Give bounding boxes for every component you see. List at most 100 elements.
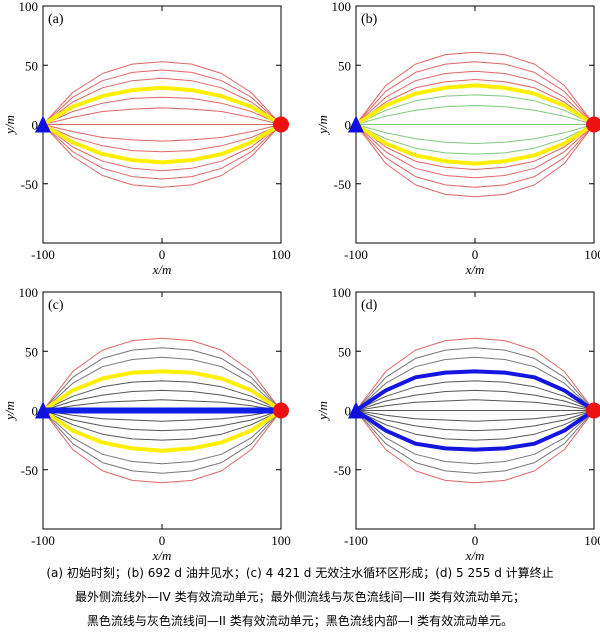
x-tick-label: 100 [584,247,600,262]
x-tick-label: 0 [472,247,479,262]
y-tick-label: -50 [334,463,351,478]
y-tick-label: 100 [332,0,352,14]
panel-a: -50 0 50 100 -100 0 100 x/m y/m (a) [2,0,291,277]
streamline-inner [43,96,281,125]
production-well-marker [586,116,600,133]
caption-line-2: 最外侧流线外—IV 类有效流动单元；最外侧流线与灰色流线间—III 类有效流动单… [75,590,525,604]
streamline-inner [356,124,594,155]
streamline-outer [43,124,281,188]
streamline-inner [43,389,281,411]
streamline-outer [43,61,281,125]
streamline-inner [43,399,281,411]
y-tick-label: 0 [32,404,39,419]
y-tick-label: 100 [332,285,352,300]
x-axis-label: x/m [465,262,485,277]
streamlines [43,61,281,188]
streamline-highlight [43,122,281,165]
caption-line-1: (a) 初始时刻；(b) 692 d 油井见水；(c) 4 421 d 无效注水… [46,566,554,580]
figure-caption: (a) 初始时刻；(b) 692 d 油井见水；(c) 4 421 d 无效注水… [0,560,600,636]
streamlines [43,337,281,484]
y-tick-label: 50 [25,58,38,73]
panel-label: (d) [361,298,378,313]
x-axis-label: x/m [152,548,172,560]
streamline-inner [43,380,281,411]
x-tick-label: -100 [31,247,55,262]
streamline-outer [43,356,281,411]
streamline-inner [356,410,594,432]
production-well-marker [273,116,289,133]
streamline-outer [43,410,281,484]
streamline-inner [356,380,594,411]
production-well-marker [273,402,289,419]
y-axis-label: y/m [315,115,330,136]
injection-well-marker [35,401,51,419]
streamline-inner [356,399,594,411]
injection-well-marker [35,115,51,133]
streamline-outer [43,347,281,411]
caption-line-3: 黑色流线与灰色流线间—II 类有效流动单元；黑色流线内部—I 类有效流动单元。 [86,614,514,628]
streamline-outer [356,410,594,484]
panel-label: (b) [361,12,378,27]
streamline-inner [43,107,281,125]
panel-c: -50 0 50 100 -100 0 100 x/m y/m (c) [2,285,291,563]
y-tick-label: 50 [338,344,351,359]
streamline-inner [356,105,594,125]
streamline-inner [356,410,594,422]
y-tick-label: -50 [21,177,38,192]
streamline-inner [43,410,281,441]
streamline-outer [356,356,594,411]
y-tick-label: 0 [345,404,352,419]
y-tick-label: 0 [345,118,352,133]
x-tick-label: -100 [344,533,368,548]
streamline-outer [356,124,594,179]
y-tick-label: 50 [338,58,351,73]
streamline-highlight [43,369,281,413]
y-tick-label: -50 [21,463,38,478]
streamline-figure-svg: -50 0 50 100 -100 0 100 x/m y/m (a) -50 0 50 100 -100 0… [2,0,600,563]
streamline-outer [356,79,594,125]
x-tick-label: 100 [584,533,600,548]
injection-well-marker [348,115,364,133]
streamline-highlight [356,408,594,452]
x-tick-label: 0 [159,533,166,548]
y-axis-label: y/m [2,115,17,136]
y-tick-label: -50 [334,177,351,192]
streamline-inner [356,124,594,144]
panel-label: (a) [48,12,64,27]
y-axis-label: y/m [315,401,330,422]
y-tick-label: 0 [32,118,39,133]
production-well-marker [586,402,600,419]
panel-label: (c) [48,298,64,313]
streamline-highlight [43,85,281,127]
streamline-outer [43,124,281,172]
streamline-inner [356,389,594,411]
streamline-outer [43,77,281,125]
streamline-outer [43,124,281,180]
y-tick-label: 50 [25,344,38,359]
streamline-highlight [43,408,281,453]
streamlines [356,51,594,198]
figure: -50 0 50 100 -100 0 100 x/m y/m (a) -50 0 50 100 -100 0… [2,0,600,563]
streamlines [356,337,594,484]
streamline-outer [356,61,594,125]
streamline-inner [43,410,281,422]
streamline-inner [356,410,594,441]
streamline-inner [43,124,281,142]
streamline-outer [356,410,594,474]
streamline-outer [43,69,281,125]
panel-b: -50 0 50 100 -100 0 100 x/m y/m (b) [315,0,600,277]
streamline-outer [356,70,594,125]
x-tick-label: 0 [472,533,479,548]
streamline-inner [43,124,281,153]
streamline-outer [356,124,594,188]
x-tick-label: 0 [159,247,166,262]
panel-d: -50 0 50 100 -100 0 100 x/m y/m (d) [315,285,600,563]
streamline-outer [356,124,594,198]
y-axis-label: y/m [2,401,17,422]
x-tick-label: -100 [31,533,55,548]
injection-well-marker [348,401,364,419]
streamline-outer [356,337,594,411]
x-axis-label: x/m [152,262,172,277]
streamline-outer [356,410,594,465]
streamline-inner [43,410,281,432]
